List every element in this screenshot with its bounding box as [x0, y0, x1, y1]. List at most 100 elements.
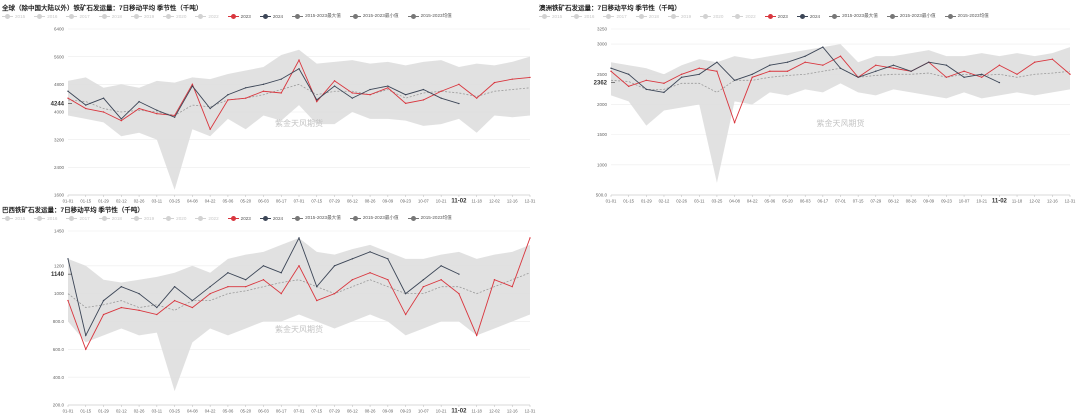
x-tick-label: 11-02 — [451, 199, 467, 205]
legend-label: 2015-2023最大值 — [305, 215, 341, 220]
legend-item-2022[interactable]: 2022 — [195, 13, 219, 19]
legend-item-2020[interactable]: 2020 — [163, 13, 186, 19]
legend-item-2017[interactable]: 2017 — [66, 13, 90, 19]
legend-label: 2017 — [616, 13, 627, 19]
legend-item-2023[interactable]: 2023 — [227, 215, 251, 221]
legend-label: 2023 — [777, 13, 788, 19]
legend-item-2016[interactable]: 2016 — [571, 13, 594, 19]
series-2024-point — [173, 116, 176, 118]
series-2023-point — [963, 70, 965, 72]
legend-item-2024[interactable]: 2024 — [259, 13, 283, 19]
current-value-label: 4244 — [51, 102, 65, 108]
series-2023-point — [209, 292, 211, 295]
x-tick-label: 11-18 — [471, 409, 482, 414]
series-2023-point — [85, 348, 87, 351]
legend-item-2019[interactable]: 2019 — [130, 13, 154, 19]
x-tick-label: 12-02 — [489, 409, 500, 414]
legend-item-2016[interactable]: 2016 — [34, 215, 57, 221]
legend-item-2015[interactable]: 2015 — [2, 13, 25, 19]
series-2023-point — [316, 299, 318, 302]
legend-item-2020[interactable]: 2020 — [700, 13, 723, 19]
legend-item-2015-2023-[interactable]: 2015-2023均值 — [407, 13, 452, 19]
x-tick-label: 11-02 — [992, 199, 1008, 205]
series-2023-point — [458, 83, 460, 86]
chart-legend[interactable]: 2015 2016 2017 2018 2019 2020 2022 2023 2024 2015… — [2, 215, 452, 221]
chart-legend[interactable]: 2015 2016 2017 2018 2019 2020 2022 2023 2024 2015… — [2, 13, 452, 19]
series-2023-point — [316, 100, 318, 103]
x-tick-label: 04-08 — [729, 199, 740, 204]
legend-item-2024[interactable]: 2024 — [259, 215, 283, 221]
series-2023-point — [440, 279, 442, 281]
legend-swatch — [259, 13, 271, 19]
legend-item-2019[interactable]: 2019 — [667, 13, 691, 19]
y-tick-label: 200.0 — [53, 403, 65, 408]
legend-swatch — [796, 13, 808, 19]
y-tick-label: 1450 — [54, 229, 65, 234]
series-2024-point — [945, 64, 948, 66]
x-tick-label: 02-26 — [134, 409, 145, 414]
legend-label: 2016 — [584, 13, 595, 19]
x-tick-label: 10-07 — [418, 199, 429, 204]
series-2024-point — [333, 85, 336, 87]
series-2024-point — [875, 70, 877, 72]
legend-item-2019[interactable]: 2019 — [130, 215, 154, 221]
legend-item-2017[interactable]: 2017 — [66, 215, 90, 221]
legend-label: 2015-2023最小值 — [362, 215, 399, 220]
legend-label: 2015-2023均值 — [957, 13, 989, 18]
legend-swatch — [2, 13, 13, 19]
legend-swatch — [98, 13, 110, 19]
x-tick-label: 03-11 — [152, 409, 163, 414]
chart-legend[interactable]: 2015 2016 2017 2018 2019 2020 2022 2023 2024 2015… — [539, 13, 989, 19]
x-tick-label: 04-22 — [205, 199, 216, 204]
series-2023-point — [1069, 73, 1071, 75]
y-tick-label: 1500 — [597, 132, 608, 137]
x-tick-label: 12-16 — [507, 409, 518, 414]
legend-item-2015-2023-[interactable]: 2015-2023均值 — [407, 215, 452, 221]
series-2024-point — [280, 78, 282, 80]
legend-item-2015-2023-[interactable]: 2015-2023最大值 — [829, 13, 878, 19]
x-tick-label: 09-09 — [382, 409, 393, 414]
legend-item-2016[interactable]: 2016 — [34, 13, 57, 19]
legend-swatch — [130, 13, 142, 19]
x-tick-label: 06-17 — [817, 199, 828, 204]
legend-item-2015-2023-[interactable]: 2015-2023均值 — [944, 13, 989, 19]
legend-item-2023[interactable]: 2023 — [764, 13, 788, 19]
legend-item-2015-2023-[interactable]: 2015-2023最小值 — [886, 13, 936, 19]
legend-item-2017[interactable]: 2017 — [603, 13, 627, 19]
legend-item-2018[interactable]: 2018 — [635, 13, 659, 19]
x-tick-label: 02-26 — [134, 199, 145, 204]
legend-item-2024[interactable]: 2024 — [796, 13, 820, 19]
series-2024-point — [120, 285, 123, 288]
legend-item-2015-2023-[interactable]: 2015-2023最大值 — [292, 215, 341, 221]
series-2024-point — [244, 87, 247, 89]
legend-item-2018[interactable]: 2018 — [98, 215, 122, 221]
legend-item-2015[interactable]: 2015 — [539, 13, 562, 19]
series-2024-point — [244, 279, 247, 281]
x-tick-label: 05-06 — [223, 199, 234, 204]
x-tick-label: 08-26 — [365, 199, 376, 204]
series-2023-point — [227, 99, 229, 101]
legend-item-2023[interactable]: 2023 — [227, 13, 251, 19]
series-2024-point — [404, 94, 407, 96]
legend-item-2022[interactable]: 2022 — [195, 215, 219, 221]
series-2023-point — [475, 97, 478, 99]
series-2024-point — [716, 61, 718, 63]
legend-item-2015[interactable]: 2015 — [2, 215, 25, 221]
legend-item-2020[interactable]: 2020 — [163, 215, 186, 221]
x-tick-label: 02-12 — [659, 199, 670, 204]
series-2024-point — [209, 107, 211, 110]
legend-item-2015-2023-[interactable]: 2015-2023最小值 — [349, 13, 399, 19]
series-2023-point — [404, 102, 407, 105]
legend-item-2018[interactable]: 2018 — [98, 13, 122, 19]
legend-item-2022[interactable]: 2022 — [732, 13, 756, 19]
legend-label: 2020 — [713, 13, 724, 19]
series-2023-point — [892, 67, 895, 69]
series-2024-point — [316, 285, 318, 288]
series-2023-point — [493, 81, 496, 84]
legend-item-2015-2023-[interactable]: 2015-2023最小值 — [349, 215, 399, 221]
series-2024-point — [191, 299, 194, 302]
y-tick-label: 5600 — [54, 54, 65, 59]
x-tick-label: 11-02 — [451, 409, 467, 415]
legend-item-2015-2023-[interactable]: 2015-2023最大值 — [292, 13, 341, 19]
series-2024-point — [387, 258, 389, 260]
